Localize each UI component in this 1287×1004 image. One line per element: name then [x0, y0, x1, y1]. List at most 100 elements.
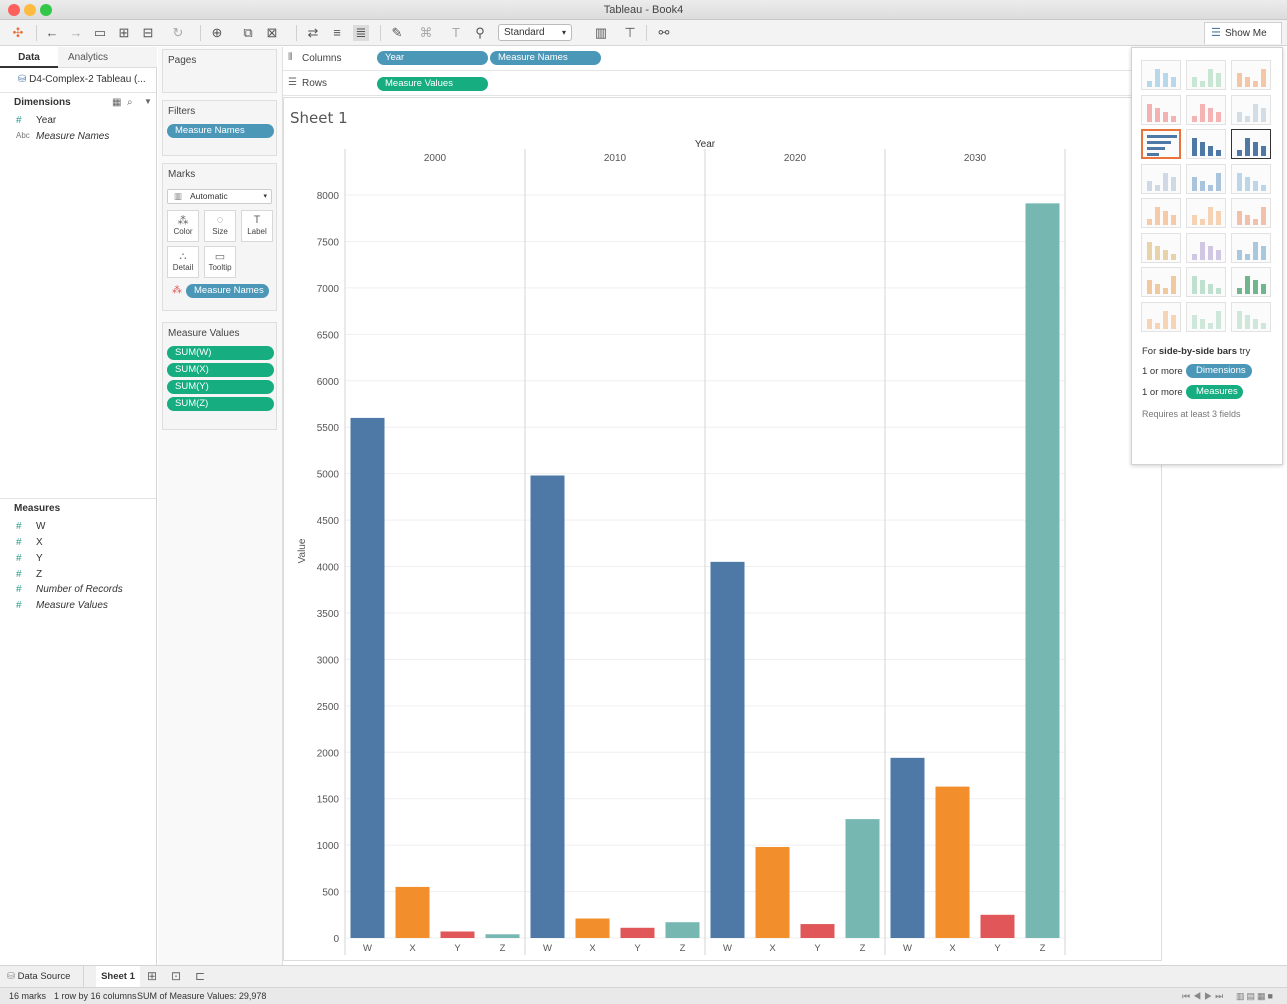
- sort-ascending-icon[interactable]: ≡: [333, 25, 341, 40]
- chart-type-thumbnail[interactable]: [1231, 267, 1271, 297]
- rows-shelf[interactable]: ☰ Rows Measure Values: [283, 72, 1131, 96]
- y-tick-label: 5500: [317, 423, 340, 434]
- fit-mode-select[interactable]: Standard ▾: [498, 24, 572, 41]
- chart-type-thumbnail[interactable]: [1141, 267, 1181, 297]
- chart-type-thumbnail[interactable]: [1141, 232, 1181, 263]
- chart-type-thumbnail[interactable]: [1141, 94, 1181, 125]
- chart-type-thumbnail[interactable]: [1141, 163, 1181, 194]
- chart-type-thumbnail[interactable]: [1231, 232, 1271, 263]
- filter-pill-measure-names[interactable]: Measure Names: [167, 124, 274, 138]
- chart-type-thumbnail[interactable]: [1186, 129, 1226, 159]
- dimension-field-measure-names[interactable]: Measure Names: [36, 131, 110, 142]
- pause-updates-icon[interactable]: ⊟: [142, 25, 154, 40]
- new-worksheet-icon[interactable]: ⊕: [211, 25, 223, 40]
- color-pill-measure-names[interactable]: Measure Names: [186, 284, 269, 298]
- dimension-field-year[interactable]: Year: [36, 115, 57, 126]
- chart-type-thumbnail[interactable]: [1141, 60, 1181, 90]
- filters-card[interactable]: Filters Measure Names: [162, 100, 277, 156]
- row-pill-measure-values[interactable]: Measure Values: [377, 77, 488, 91]
- thumbnail-glyph: [1200, 219, 1205, 225]
- new-story-tab-icon[interactable]: ⊏: [195, 969, 206, 983]
- chart-type-thumbnail[interactable]: [1231, 198, 1271, 228]
- minimize-window-button[interactable]: [24, 4, 36, 16]
- thumbnail-glyph: [1147, 153, 1159, 156]
- tab-data[interactable]: Data: [0, 47, 58, 68]
- measure-pill-sum-y[interactable]: SUM(Y): [167, 380, 274, 394]
- thumbnail-glyph: [1171, 314, 1176, 329]
- zoom-window-button[interactable]: [40, 4, 52, 16]
- save-icon[interactable]: ▭: [93, 25, 107, 40]
- chart-type-thumbnail[interactable]: [1186, 198, 1226, 228]
- clear-sheet-icon[interactable]: ⊠: [266, 25, 278, 40]
- new-datasource-icon[interactable]: ⊞: [118, 25, 130, 40]
- pages-card[interactable]: Pages: [162, 49, 277, 93]
- redo-icon[interactable]: →: [69, 25, 83, 40]
- share-icon[interactable]: ⚯: [658, 25, 670, 40]
- detail-button[interactable]: ∴ Detail: [167, 246, 199, 278]
- measure-pill-sum-x[interactable]: SUM(X): [167, 363, 274, 377]
- tooltip-button[interactable]: ▭ Tooltip: [204, 246, 236, 278]
- highlight-icon[interactable]: ✎: [391, 25, 403, 40]
- measure-field-measure-values[interactable]: Measure Values: [36, 600, 108, 611]
- sort-descending-icon[interactable]: ≣: [353, 25, 369, 41]
- fix-axes-icon[interactable]: ⚲: [475, 25, 485, 40]
- column-pill-year[interactable]: Year: [377, 51, 488, 65]
- color-button[interactable]: ⁂ Color: [167, 210, 199, 242]
- thumbnail-glyph: [1261, 107, 1266, 122]
- chart-type-thumbnail[interactable]: [1231, 60, 1271, 90]
- duplicate-sheet-icon[interactable]: ⧉: [243, 25, 253, 40]
- search-icon[interactable]: ⌕: [127, 97, 133, 108]
- pager-icon[interactable]: ⏮◀▶⏭: [1182, 991, 1227, 1001]
- new-worksheet-tab-icon[interactable]: ⊞: [147, 969, 158, 983]
- show-me-button[interactable]: ☰ Show Me: [1204, 22, 1282, 44]
- chart-type-thumbnail[interactable]: [1186, 267, 1226, 297]
- new-dashboard-tab-icon[interactable]: ⊡: [171, 969, 182, 983]
- tab-analytics[interactable]: Analytics: [58, 47, 157, 68]
- close-window-button[interactable]: [8, 4, 20, 16]
- measure-field-number-of-records[interactable]: Number of Records: [36, 584, 123, 595]
- undo-icon[interactable]: ←: [45, 25, 59, 40]
- show-labels-icon[interactable]: T: [452, 25, 460, 40]
- mark-type-select[interactable]: ▥ Automatic ▾: [167, 189, 272, 204]
- thumbnail-glyph: [1237, 211, 1242, 225]
- tab-sheet-1[interactable]: Sheet 1: [96, 966, 140, 987]
- chart-type-thumbnail[interactable]: [1186, 232, 1226, 263]
- show-cards-icon[interactable]: ▥: [594, 25, 608, 40]
- tab-data-source[interactable]: ⛁ Data Source: [0, 966, 84, 987]
- chart-type-thumbnail[interactable]: [1231, 94, 1271, 125]
- thumbnail-glyph: [1237, 249, 1242, 260]
- run-update-icon[interactable]: ↻: [172, 25, 184, 40]
- year-header: 2010: [604, 153, 627, 164]
- view-toggle-icon[interactable]: ▥▤▦■: [1236, 991, 1275, 1001]
- columns-shelf[interactable]: ⦀ Columns Year Measure Names: [283, 47, 1131, 71]
- measure-field-z[interactable]: Z: [36, 569, 43, 580]
- chart-type-thumbnail[interactable]: [1231, 129, 1271, 159]
- datasource-item[interactable]: ⛁ D4-Complex-2 Tableau (...: [18, 74, 146, 85]
- view-list-icon[interactable]: ▦: [112, 97, 122, 108]
- column-pill-measure-names[interactable]: Measure Names: [490, 51, 601, 65]
- presentation-mode-icon[interactable]: ⊤: [624, 25, 636, 40]
- chart-type-thumbnail[interactable]: [1141, 301, 1181, 332]
- chart-type-thumbnail[interactable]: [1141, 198, 1181, 228]
- menu-caret-icon[interactable]: ▼: [144, 97, 152, 106]
- measure-field-y[interactable]: Y: [36, 553, 43, 564]
- measure-field-w[interactable]: W: [36, 521, 46, 532]
- chart-type-thumbnail[interactable]: [1186, 163, 1226, 194]
- measure-pill-sum-w[interactable]: SUM(W): [167, 346, 274, 360]
- measure-field-x[interactable]: X: [36, 537, 43, 548]
- thumbnail-glyph: [1147, 180, 1152, 191]
- thumbnail-glyph: [1147, 103, 1152, 122]
- x-tick-label: W: [363, 943, 372, 954]
- chart-type-thumbnail[interactable]: [1141, 129, 1181, 159]
- chart-type-thumbnail[interactable]: [1186, 60, 1226, 90]
- group-members-icon[interactable]: ⌘: [419, 25, 433, 40]
- swap-rows-columns-icon[interactable]: ⇄: [307, 25, 319, 40]
- chart-type-thumbnail[interactable]: [1231, 163, 1271, 194]
- label-button[interactable]: T Label: [241, 210, 273, 242]
- measure-pill-sum-z[interactable]: SUM(Z): [167, 397, 274, 411]
- tableau-logo-icon[interactable]: ✣: [12, 25, 24, 40]
- chart-type-thumbnail[interactable]: [1231, 301, 1271, 332]
- chart-type-thumbnail[interactable]: [1186, 94, 1226, 125]
- chart-type-thumbnail[interactable]: [1186, 301, 1226, 332]
- size-button[interactable]: ◌ Size: [204, 210, 236, 242]
